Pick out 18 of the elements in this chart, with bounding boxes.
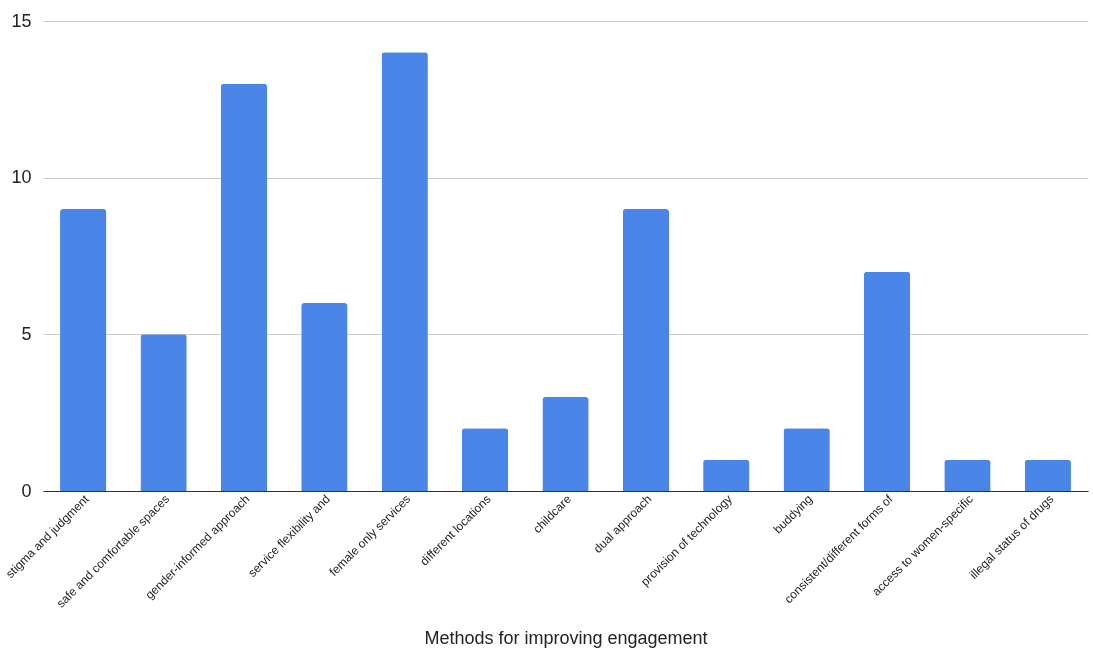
y-tick-label: 5	[21, 323, 32, 344]
bar	[944, 459, 991, 491]
y-tick-label: 10	[11, 167, 32, 188]
bar	[542, 397, 589, 491]
bar	[1024, 459, 1071, 491]
bar	[622, 209, 670, 491]
bar	[703, 459, 750, 491]
bar	[863, 271, 911, 491]
bar	[220, 83, 268, 491]
y-tick-label: 0	[21, 480, 32, 501]
bar	[783, 428, 830, 491]
bar	[301, 303, 348, 491]
bar	[461, 428, 509, 491]
bar	[60, 209, 107, 491]
y-tick-label: 15	[11, 10, 32, 31]
bar	[140, 334, 187, 491]
bar	[381, 52, 428, 491]
x-axis-title: Methods for improving engagement	[424, 627, 708, 648]
